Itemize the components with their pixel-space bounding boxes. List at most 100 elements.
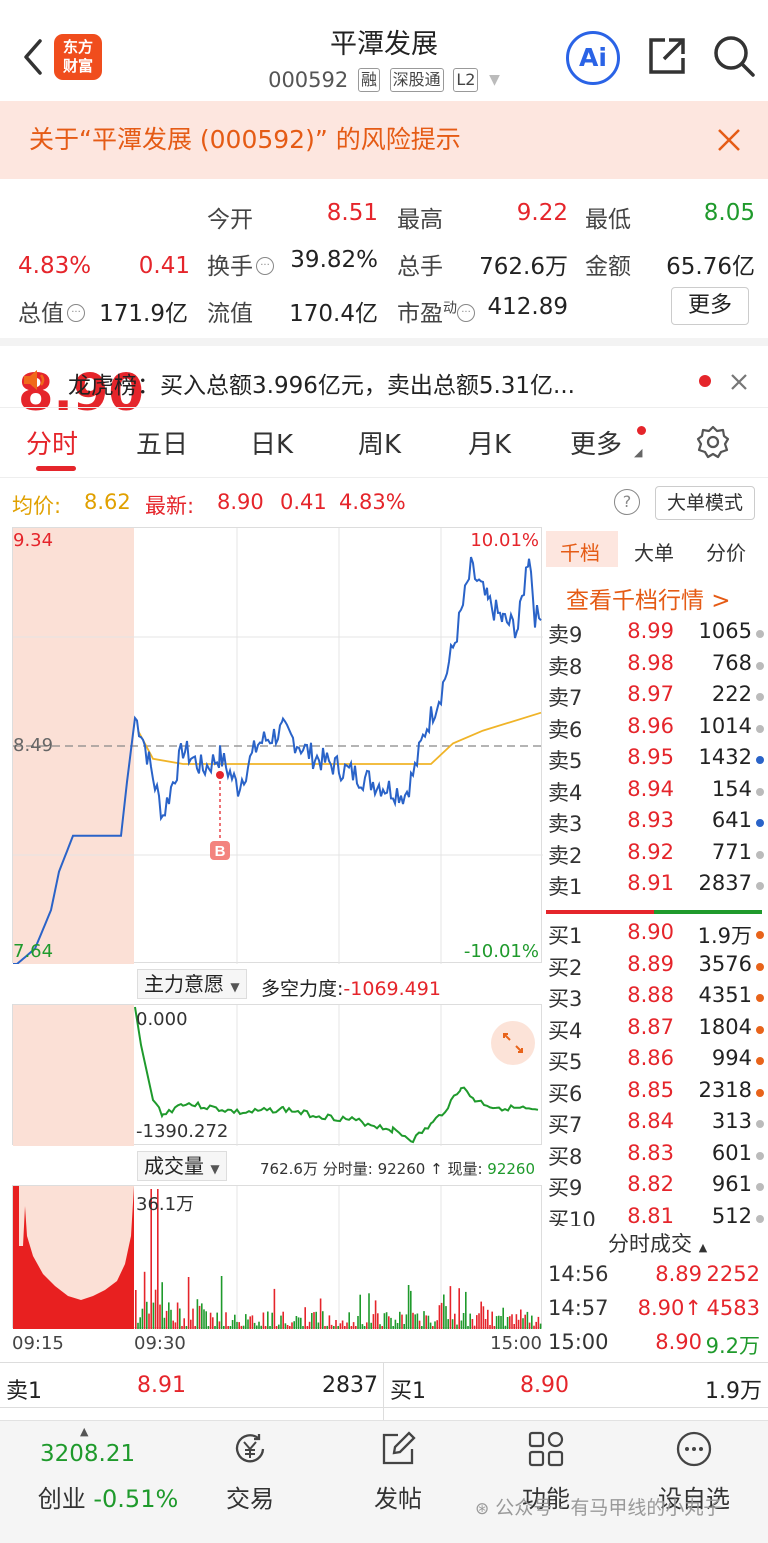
volume-selector[interactable]: 成交量 ▼ — [137, 1151, 227, 1181]
volume-bar — [137, 1322, 139, 1329]
high-label: 最高 — [397, 207, 443, 233]
tick-volume: 9.2万 — [705, 1334, 760, 1358]
ask-row[interactable]: 卖7 8.97 222 — [548, 682, 764, 713]
tab-weekly-k[interactable]: 周K — [358, 430, 402, 460]
volume-bar — [249, 1316, 251, 1329]
bid-row[interactable]: 买7 8.84 313 — [548, 1109, 764, 1140]
close-icon[interactable] — [729, 372, 749, 392]
more-button[interactable]: 更多 — [671, 287, 749, 325]
volume-bar — [374, 1300, 377, 1329]
volume-bar — [300, 1317, 302, 1329]
ask-level: 卖6 — [548, 717, 583, 742]
ask-row[interactable]: 卖2 8.92 771 — [548, 840, 764, 871]
bid-row[interactable]: 买4 8.87 1804 — [548, 1015, 764, 1046]
ask-row[interactable]: 卖3 8.93 641 — [548, 808, 764, 839]
bid-level: 买5 — [548, 1050, 583, 1074]
volume-bar — [223, 1326, 225, 1329]
indicator-top-value: 0.000 — [136, 1009, 188, 1030]
volume-bar — [445, 1306, 447, 1329]
eastmoney-logo: 东方 财富 — [54, 34, 102, 80]
back-arrow-icon[interactable] — [22, 38, 44, 76]
volume-bar — [163, 1317, 166, 1329]
intraday-price-chart[interactable]: B 9.34 8.49 7.64 10.01% -10.01% — [12, 527, 543, 965]
volume-bar — [537, 1316, 540, 1329]
grid-apps-icon — [528, 1431, 564, 1467]
float-cap-label: 流值 — [207, 301, 253, 327]
more-dots-icon — [676, 1431, 712, 1467]
big-order-mode-button[interactable]: 大单模式 — [655, 486, 755, 520]
tab-five-day[interactable]: 五日 — [136, 430, 189, 460]
open-value: 8.51 — [326, 200, 378, 226]
quote-panel: 8.90 4.83% 0.41 今开 8.51 最高 9.22 最低 8.05 … — [0, 180, 768, 423]
share-icon[interactable] — [645, 34, 689, 78]
close-icon[interactable] — [714, 125, 744, 155]
volume-bar — [335, 1320, 337, 1329]
tick-header[interactable]: 分时成交 ▲ — [608, 1232, 708, 1256]
volume-bar — [440, 1302, 443, 1329]
bid-row[interactable]: 买8 8.83 601 — [548, 1141, 764, 1172]
volume-bar — [533, 1325, 535, 1329]
ai-assistant-icon[interactable]: Ai — [566, 31, 620, 85]
bid-row[interactable]: 买3 8.88 4351 — [548, 983, 764, 1014]
pct-bottom-label: -10.01% — [463, 941, 539, 962]
volume-bar — [139, 1317, 141, 1329]
view-depth-link[interactable]: 查看千档行情 > — [566, 588, 731, 614]
order-change-dot-icon — [756, 1183, 764, 1191]
expand-icon[interactable] — [491, 1021, 535, 1065]
bid-price: 8.88 — [627, 983, 674, 1007]
volume-bar — [183, 1318, 185, 1329]
tab-depth[interactable]: 千档 — [560, 541, 600, 565]
volume-bar — [165, 1310, 168, 1329]
bid-level: 买9 — [548, 1176, 583, 1200]
active-tab-indicator — [36, 466, 76, 471]
tab-price-dist[interactable]: 分价 — [706, 541, 746, 565]
buy-marker-badge[interactable] — [210, 841, 230, 860]
volume-bar — [425, 1315, 427, 1329]
ask-row[interactable]: 卖4 8.94 154 — [548, 777, 764, 808]
info-icon[interactable]: ··· — [67, 304, 85, 322]
volume-bar — [405, 1314, 408, 1329]
caret-down-icon[interactable]: ▼ — [489, 72, 500, 88]
ask-row[interactable]: 卖8 8.98 768 — [548, 651, 764, 682]
index-name-change: 创业 -0.51% — [37, 1485, 179, 1513]
order-change-dot-icon — [756, 1057, 764, 1065]
ask-row[interactable]: 卖6 8.96 1014 — [548, 714, 764, 745]
volume-bar — [339, 1323, 342, 1329]
stock-code-line[interactable]: 000592 融 深股通 L2 ▼ — [0, 68, 768, 92]
dragon-tiger-notice[interactable]: 龙虎榜：买入总额3.996亿元，卖出总额5.31亿... — [0, 338, 768, 408]
bid-row[interactable]: 买6 8.85 2318 — [548, 1078, 764, 1109]
tab-daily-k[interactable]: 日K — [250, 430, 294, 460]
volume-bar — [185, 1326, 188, 1329]
volume-chart[interactable]: 36.1万 — [12, 1185, 542, 1330]
volume-bar — [289, 1326, 291, 1329]
ask-row[interactable]: 卖1 8.91 2837 — [548, 871, 764, 902]
tab-intraday[interactable]: 分时 — [26, 430, 79, 460]
bid-row[interactable]: 买5 8.86 994 — [548, 1046, 764, 1077]
ask-row[interactable]: 卖9 8.99 1065 — [548, 619, 764, 650]
tab-more[interactable]: 更多 — [570, 430, 623, 460]
info-icon[interactable]: ··· — [256, 257, 274, 275]
ask-row[interactable]: 卖5 8.95 1432 — [548, 745, 764, 776]
indicator-selector[interactable]: 主力意愿 ▼ — [137, 969, 247, 999]
search-icon[interactable] — [712, 34, 756, 78]
tab-big-order[interactable]: 大单 — [634, 541, 674, 565]
market-cap-label: 总值 ··· — [18, 294, 85, 328]
risk-warning-banner[interactable]: 关于“平潭发展 (000592)” 的风险提示 — [0, 101, 768, 179]
main-force-line — [134, 1006, 539, 1144]
volume-bar — [381, 1326, 383, 1329]
ask-price: 8.95 — [627, 745, 674, 769]
tab-monthly-k[interactable]: 月K — [468, 430, 512, 460]
volume-bar — [236, 1321, 238, 1329]
indicator-svg — [13, 1005, 539, 1146]
help-icon[interactable]: ? — [614, 489, 640, 515]
info-icon[interactable]: ··· — [457, 304, 475, 322]
ask-volume: 768 — [711, 650, 752, 675]
pre-market-volume-area — [13, 1186, 134, 1329]
bid-row[interactable]: 买2 8.89 3576 — [548, 952, 764, 983]
settings-gear-icon[interactable] — [696, 425, 730, 459]
order-change-dot-icon — [756, 819, 764, 827]
bid-row[interactable]: 买9 8.82 961 — [548, 1172, 764, 1203]
main-force-chart[interactable]: 0.000 -1390.272 — [12, 1004, 542, 1146]
bid-row[interactable]: 买1 8.90 1.9万 — [548, 920, 764, 951]
volume-bar — [517, 1319, 520, 1329]
